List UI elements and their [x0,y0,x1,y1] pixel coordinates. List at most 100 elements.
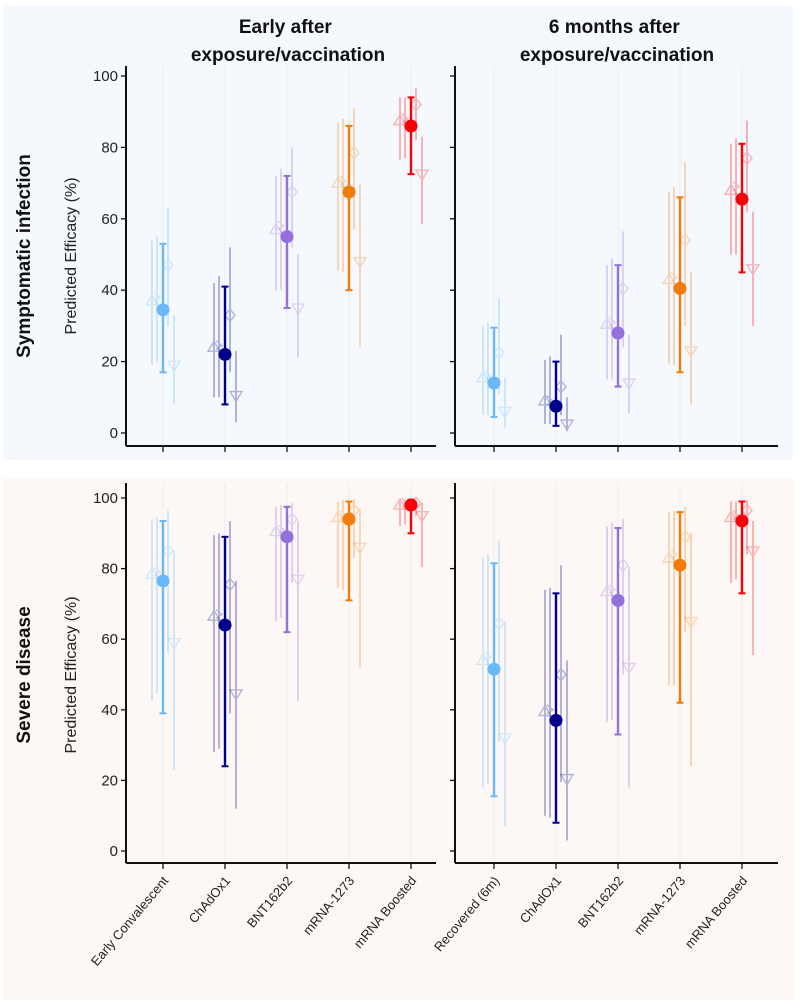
marker-down-triangle [621,662,637,675]
marker-arrow [732,181,741,192]
point-variant_3 [617,231,629,348]
marker-down-triangle [683,346,699,359]
point-variant_4 [228,580,244,809]
marker-diamond [555,379,567,394]
point-variant_1 [392,497,408,527]
point-marker-circle [611,593,625,607]
point-variant_2 [670,510,679,686]
marker-up-triangle [599,584,615,597]
row-title-symptomatic: Symptomatic infection [14,154,35,358]
point-variant_4 [745,520,761,656]
marker-down-triangle [559,419,575,432]
marker-arrow [339,175,348,186]
marker-arrow [215,339,224,351]
marker-down-triangle [745,546,761,559]
y-tick-label: 40 [101,702,118,719]
point-main [673,196,687,374]
marker-up-triangle [475,653,491,666]
marker-diamond [493,616,505,631]
marker-diamond [741,151,753,166]
y-tick-label: 40 [101,282,118,299]
marker-arrow [401,113,410,124]
point-variant_4 [497,377,513,428]
point-variant_1 [206,535,222,753]
point-main [611,264,625,388]
marker-down-triangle [166,360,182,373]
y-tick-label: 0 [110,425,118,442]
marker-diamond [555,667,567,682]
marker-down-triangle [352,256,368,270]
marker-arrow [153,566,162,577]
marker-diamond [286,184,298,200]
point-marker-circle [549,399,563,413]
point-variant_4 [352,183,368,348]
point-variant_1 [537,589,553,816]
y-tick-label: 20 [101,354,118,371]
marker-diamond [224,308,236,323]
marker-down-triangle [290,303,306,316]
marker-up-triangle [144,293,160,306]
marker-down-triangle [166,638,182,651]
marker-up-triangle [723,510,739,523]
y-tick-label: 80 [101,139,118,156]
point-variant_4 [683,533,699,767]
y-tick-label: 100 [93,68,118,85]
point-variant_3 [224,520,236,714]
marker-down-triangle [683,616,699,629]
row-background-severe [3,478,793,1000]
marker-down-triangle [497,733,513,746]
point-variant_3 [286,503,298,583]
point-main [156,242,170,374]
marker-up-triangle [268,222,284,235]
column-title-6months: 6 months after exposure/vaccination [520,17,714,66]
marker-down-triangle [414,169,430,182]
point-variant_4 [352,508,368,668]
marker-diamond [617,557,629,573]
marker-arrow [277,220,286,231]
column-title-early-line1: Early after [239,17,333,38]
point-marker-circle [673,558,687,572]
marker-up-triangle [268,524,284,537]
marker-up-triangle [392,497,408,510]
marker-diamond [679,233,691,248]
point-variant_3 [741,499,753,555]
point-main [673,511,687,704]
marker-up-triangle [206,339,222,353]
point-variant_2 [484,322,493,416]
marker-arrow [546,704,555,715]
point-variant_2 [153,517,162,694]
y-tick-label: 60 [101,211,118,228]
point-variant_1 [723,143,739,255]
point-marker-circle [487,662,501,676]
point-variant_1 [144,240,160,366]
marker-diamond [617,281,629,296]
point-variant_1 [537,359,553,425]
point-marker-circle [156,574,170,588]
point-variant_2 [670,186,679,366]
y-tick-label: 100 [93,490,118,507]
y-tick-label: 20 [101,772,118,789]
marker-diamond [741,503,753,518]
point-variant_1 [392,97,408,160]
marker-arrow [484,651,493,662]
marker-up-triangle [723,182,739,195]
point-variant_1 [268,175,284,291]
point-marker-circle [611,326,625,340]
marker-up-triangle [661,272,677,285]
point-marker-circle [735,192,749,206]
point-marker-circle [735,514,749,528]
point-marker-circle [404,498,418,512]
point-variant_3 [348,108,360,230]
marker-down-triangle [559,773,575,786]
marker-down-triangle [228,689,244,702]
point-variant_2 [608,522,617,721]
marker-arrow [670,272,679,283]
point-variant_4 [290,254,306,359]
marker-up-triangle [330,510,346,523]
point-variant_4 [228,350,244,423]
point-variant_1 [723,501,739,583]
marker-diamond [679,529,691,544]
point-marker-circle [280,230,294,244]
point-main [549,360,563,427]
marker-diamond [162,543,174,559]
